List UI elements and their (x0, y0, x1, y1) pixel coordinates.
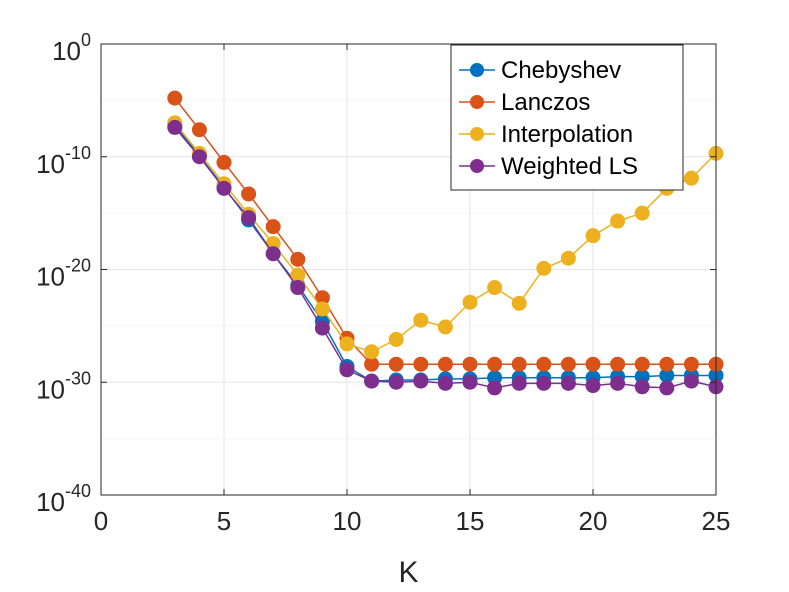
data-point (265, 246, 281, 262)
x-tick-label: 25 (702, 506, 731, 536)
data-point (560, 375, 576, 391)
data-point (191, 122, 207, 138)
data-point (462, 374, 478, 390)
data-point (683, 373, 699, 389)
legend-item: Chebyshev (459, 57, 621, 84)
data-point (683, 356, 699, 372)
data-point (659, 380, 675, 396)
x-tick-label: 10 (333, 506, 362, 536)
data-point (290, 280, 306, 296)
data-point (265, 219, 281, 235)
data-point (610, 356, 626, 372)
data-point (191, 149, 207, 165)
data-point (659, 356, 675, 372)
data-point (413, 373, 429, 389)
legend-label: Interpolation (501, 121, 633, 148)
x-axis: 0 5 10 15 20 25 (94, 44, 731, 536)
x-tick-label: 20 (579, 506, 608, 536)
data-point (437, 319, 453, 335)
data-point (585, 378, 601, 394)
data-point (536, 356, 552, 372)
x-tick-label: 0 (94, 506, 108, 536)
data-point (339, 362, 355, 378)
series-weighted-ls (167, 119, 724, 396)
data-point (413, 356, 429, 372)
data-point (511, 356, 527, 372)
x-tick-label: 15 (456, 506, 485, 536)
legend-label: Lanczos (501, 89, 590, 116)
data-point (167, 119, 183, 135)
data-point (216, 154, 232, 170)
y-tick-label: 100 (52, 30, 91, 66)
data-point (634, 205, 650, 221)
data-point (683, 170, 699, 186)
data-point (560, 250, 576, 266)
data-point (462, 294, 478, 310)
data-point (487, 280, 503, 296)
data-point (364, 344, 380, 360)
legend-item: Weighted LS (459, 153, 638, 180)
data-point (388, 356, 404, 372)
data-point (487, 356, 503, 372)
x-tick-label: 5 (217, 506, 231, 536)
data-point (364, 356, 380, 372)
data-point (585, 228, 601, 244)
legend-marker (470, 95, 484, 109)
data-point (437, 375, 453, 391)
data-point (339, 336, 355, 352)
data-point (216, 180, 232, 196)
data-point (364, 373, 380, 389)
data-point (314, 320, 330, 336)
legend-marker (470, 127, 484, 141)
legend-label: Chebyshev (501, 57, 621, 84)
data-point (314, 301, 330, 317)
data-point (634, 379, 650, 395)
legend-marker (470, 159, 484, 173)
data-point (290, 251, 306, 267)
series-interpolation (167, 115, 724, 360)
data-point (634, 356, 650, 372)
legend-marker (470, 63, 484, 77)
data-point (536, 260, 552, 276)
data-point (241, 186, 257, 202)
data-point (388, 374, 404, 390)
data-point (437, 356, 453, 372)
data-point (167, 90, 183, 106)
data-point (610, 213, 626, 229)
data-point (241, 210, 257, 226)
data-point (462, 356, 478, 372)
legend-item: Lanczos (459, 89, 590, 116)
data-point (536, 375, 552, 391)
x-axis-title: K (398, 556, 418, 589)
data-point (585, 356, 601, 372)
data-point (610, 375, 626, 391)
y-tick-label: 10-20 (36, 256, 91, 292)
data-point (560, 356, 576, 372)
y-tick-label: 10-10 (36, 143, 91, 179)
series-layer (167, 90, 724, 396)
y-tick-label: 10-40 (36, 481, 91, 517)
legend: Chebyshev Lanczos Interpolation Weighted LS (450, 44, 684, 191)
data-point (511, 295, 527, 311)
legend-label: Weighted LS (501, 153, 638, 180)
legend-item: Interpolation (459, 121, 633, 148)
series-lanczos (167, 90, 724, 372)
y-tick-label: 10-30 (36, 368, 91, 404)
data-point (413, 312, 429, 328)
data-point (388, 331, 404, 347)
y-axis: 10-40 10-30 10-20 10-10 100 (36, 30, 716, 517)
data-point (487, 380, 503, 396)
data-point (511, 375, 527, 391)
